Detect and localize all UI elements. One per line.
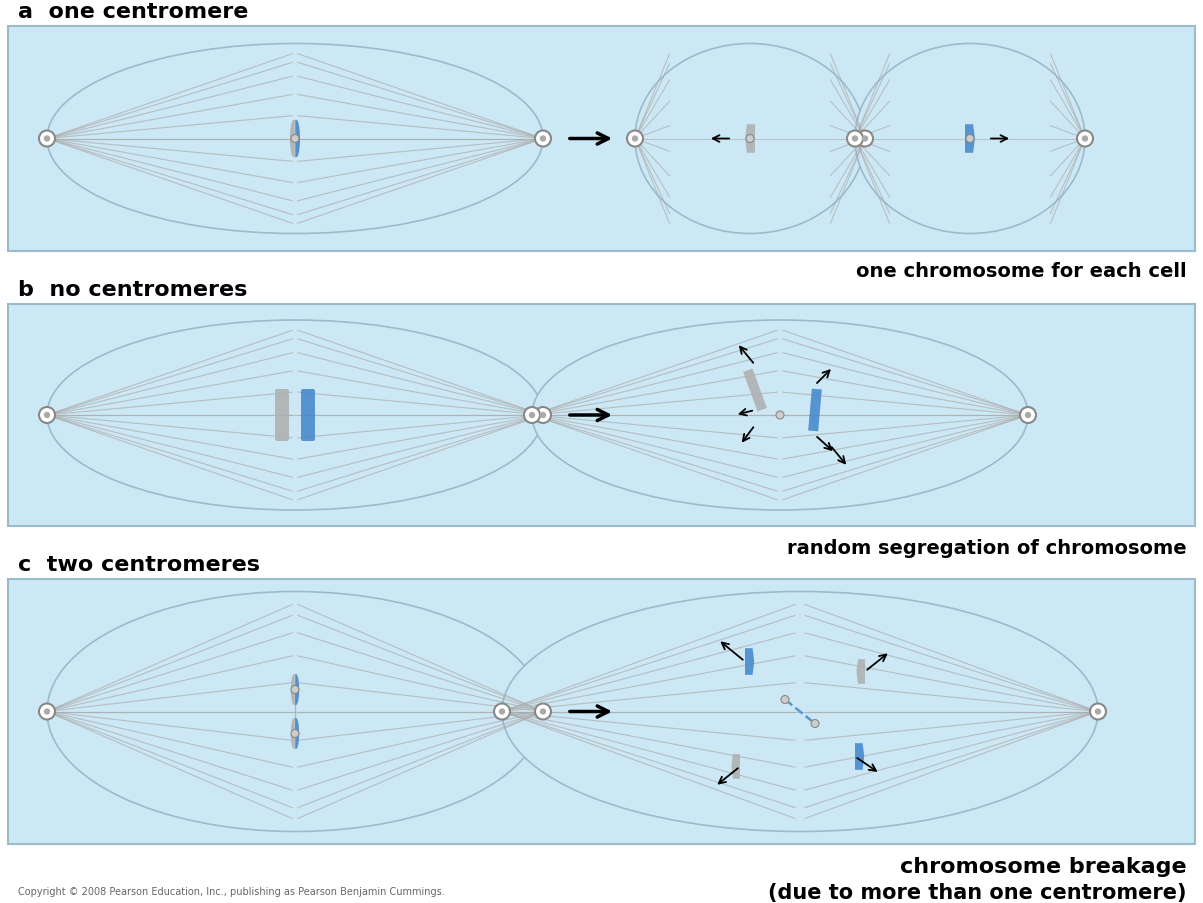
Circle shape — [291, 730, 300, 738]
Ellipse shape — [47, 321, 543, 510]
Polygon shape — [855, 742, 864, 770]
FancyBboxPatch shape — [301, 389, 315, 442]
Ellipse shape — [47, 44, 543, 234]
Polygon shape — [295, 675, 300, 705]
Circle shape — [1083, 137, 1088, 142]
Polygon shape — [857, 659, 865, 684]
FancyBboxPatch shape — [275, 389, 289, 442]
Circle shape — [1090, 703, 1106, 720]
Circle shape — [45, 709, 49, 714]
Circle shape — [291, 135, 300, 144]
Circle shape — [540, 137, 545, 142]
Bar — [8, 27, 1195, 252]
Text: (due to more than one centromere): (due to more than one centromere) — [769, 882, 1187, 902]
Text: chromosome breakage: chromosome breakage — [900, 856, 1187, 876]
Circle shape — [1025, 413, 1031, 418]
Circle shape — [525, 407, 540, 424]
Polygon shape — [745, 125, 755, 154]
Bar — [8, 304, 1195, 526]
Polygon shape — [731, 754, 740, 779]
Text: b  no centromeres: b no centromeres — [18, 280, 248, 300]
Circle shape — [627, 131, 642, 147]
Circle shape — [529, 413, 534, 418]
Circle shape — [746, 135, 754, 144]
Circle shape — [863, 137, 867, 142]
Circle shape — [1096, 709, 1101, 714]
Circle shape — [853, 137, 858, 142]
Circle shape — [540, 709, 545, 714]
Circle shape — [1077, 131, 1094, 147]
Polygon shape — [295, 718, 300, 749]
Ellipse shape — [855, 44, 1085, 234]
Circle shape — [535, 703, 551, 720]
Polygon shape — [808, 389, 822, 432]
Circle shape — [38, 703, 55, 720]
Polygon shape — [745, 647, 754, 675]
Circle shape — [633, 137, 638, 142]
Text: Copyright © 2008 Pearson Education, Inc., publishing as Pearson Benjamin Cumming: Copyright © 2008 Pearson Education, Inc.… — [18, 886, 445, 896]
Circle shape — [291, 685, 300, 694]
Circle shape — [1020, 407, 1036, 424]
Ellipse shape — [635, 44, 865, 234]
Text: a  one centromere: a one centromere — [18, 2, 248, 22]
Circle shape — [45, 137, 49, 142]
Polygon shape — [295, 121, 300, 158]
Circle shape — [857, 131, 873, 147]
Ellipse shape — [532, 321, 1029, 510]
Polygon shape — [743, 369, 766, 412]
Circle shape — [38, 407, 55, 424]
Circle shape — [966, 135, 974, 144]
Circle shape — [494, 703, 510, 720]
Text: one chromosome for each cell: one chromosome for each cell — [857, 262, 1187, 281]
Circle shape — [540, 413, 545, 418]
Circle shape — [535, 407, 551, 424]
Polygon shape — [965, 125, 974, 154]
Ellipse shape — [502, 591, 1098, 832]
Ellipse shape — [47, 591, 543, 832]
Text: c  two centromeres: c two centromeres — [18, 554, 260, 574]
Polygon shape — [290, 121, 295, 158]
Polygon shape — [291, 718, 295, 749]
Circle shape — [776, 412, 784, 420]
Circle shape — [847, 131, 863, 147]
Circle shape — [535, 131, 551, 147]
Circle shape — [811, 720, 819, 728]
Circle shape — [781, 695, 789, 703]
Circle shape — [45, 413, 49, 418]
Polygon shape — [291, 675, 295, 705]
Circle shape — [499, 709, 504, 714]
Text: random segregation of chromosome: random segregation of chromosome — [788, 539, 1187, 558]
Circle shape — [38, 131, 55, 147]
Bar — [8, 580, 1195, 844]
